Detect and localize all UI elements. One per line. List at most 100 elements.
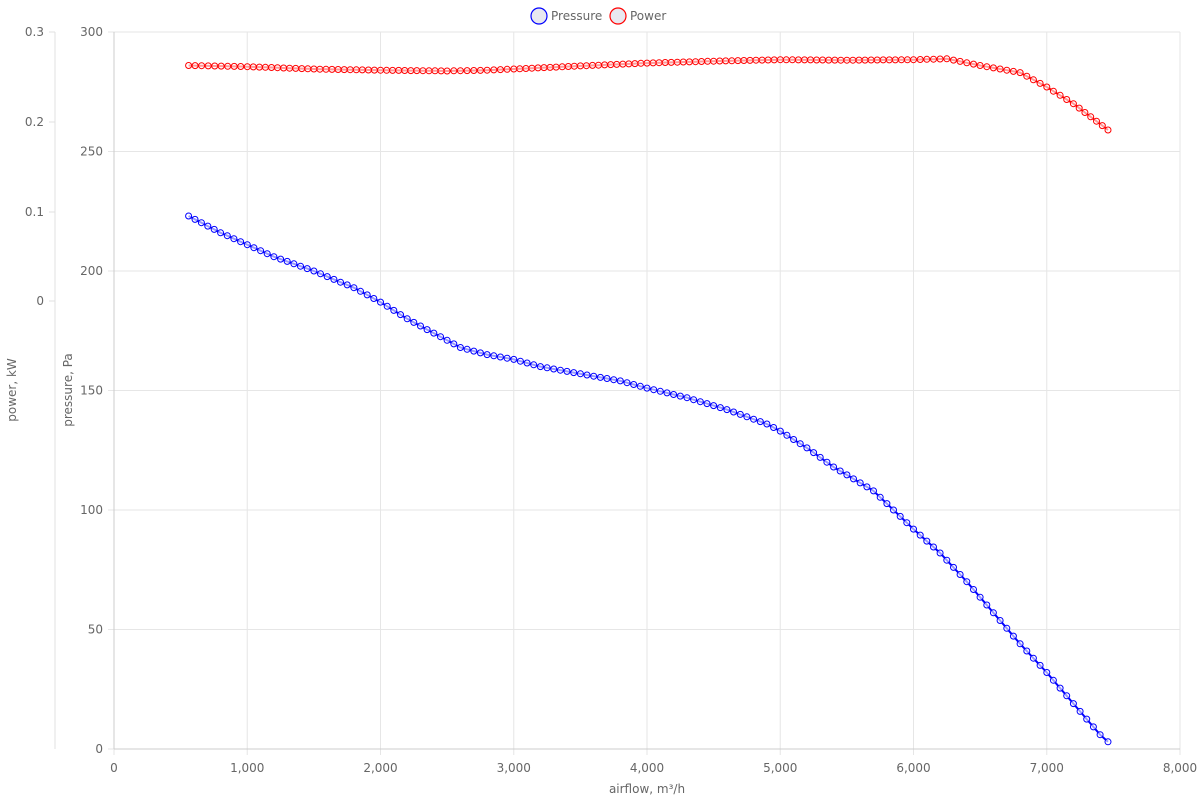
- data-point-power[interactable]: [637, 59, 645, 67]
- data-point-pressure[interactable]: [989, 609, 997, 617]
- data-point-pressure[interactable]: [456, 344, 464, 351]
- data-point-power[interactable]: [490, 66, 498, 74]
- data-point-pressure[interactable]: [603, 375, 611, 382]
- data-point-pressure[interactable]: [1083, 715, 1091, 723]
- data-point-pressure[interactable]: [270, 253, 278, 261]
- data-point-pressure[interactable]: [596, 373, 604, 381]
- data-point-power[interactable]: [667, 58, 675, 66]
- data-point-power[interactable]: [425, 67, 433, 75]
- data-point-pressure[interactable]: [530, 361, 538, 369]
- data-point-pressure[interactable]: [690, 396, 698, 404]
- data-point-power[interactable]: [310, 65, 318, 73]
- data-point-power[interactable]: [698, 58, 705, 65]
- data-point-pressure[interactable]: [1096, 731, 1104, 739]
- data-point-pressure[interactable]: [523, 359, 531, 367]
- data-point-power[interactable]: [564, 63, 572, 70]
- data-point-pressure[interactable]: [250, 244, 258, 252]
- data-point-pressure[interactable]: [283, 257, 291, 265]
- data-point-power[interactable]: [794, 56, 802, 64]
- data-point-pressure[interactable]: [490, 352, 498, 360]
- data-point-pressure[interactable]: [563, 367, 571, 375]
- data-point-pressure[interactable]: [736, 410, 744, 418]
- data-point-power[interactable]: [704, 57, 712, 65]
- data-point-power[interactable]: [1093, 117, 1100, 125]
- data-point-pressure[interactable]: [503, 354, 511, 362]
- data-point-pressure[interactable]: [450, 340, 458, 348]
- data-point-power[interactable]: [819, 56, 827, 64]
- data-point-power[interactable]: [661, 59, 669, 66]
- data-point-pressure[interactable]: [297, 262, 304, 270]
- data-point-pressure[interactable]: [803, 444, 811, 452]
- data-point-pressure[interactable]: [810, 449, 818, 457]
- data-point-power[interactable]: [1036, 79, 1044, 87]
- data-point-pressure[interactable]: [463, 345, 471, 353]
- data-point-pressure[interactable]: [1089, 723, 1097, 731]
- data-point-power[interactable]: [516, 65, 524, 73]
- data-point-pressure[interactable]: [543, 364, 551, 372]
- data-point-pressure[interactable]: [923, 537, 931, 545]
- data-point-power[interactable]: [873, 56, 881, 64]
- data-point-power[interactable]: [1023, 72, 1031, 80]
- data-point-pressure[interactable]: [1069, 700, 1077, 708]
- data-point-pressure[interactable]: [1049, 676, 1057, 684]
- data-point-pressure[interactable]: [536, 363, 544, 371]
- data-point-power[interactable]: [728, 57, 736, 65]
- data-point-pressure[interactable]: [796, 440, 804, 448]
- data-point-power[interactable]: [837, 56, 845, 64]
- data-point-pressure[interactable]: [783, 431, 791, 439]
- data-point-power[interactable]: [1104, 126, 1112, 134]
- data-point-pressure[interactable]: [643, 384, 651, 392]
- data-point-power[interactable]: [589, 61, 596, 69]
- data-point-power[interactable]: [673, 58, 681, 66]
- data-point-power[interactable]: [370, 66, 378, 74]
- data-point-power[interactable]: [204, 62, 212, 70]
- data-point-power[interactable]: [1081, 109, 1089, 116]
- data-point-power[interactable]: [970, 60, 977, 68]
- legend-item-power[interactable]: Power: [609, 7, 666, 25]
- data-point-power[interactable]: [383, 66, 391, 74]
- data-point-pressure[interactable]: [1043, 669, 1051, 676]
- data-point-power[interactable]: [298, 65, 306, 73]
- data-point-power[interactable]: [456, 67, 464, 75]
- data-point-power[interactable]: [211, 62, 219, 70]
- data-point-power[interactable]: [540, 64, 548, 72]
- data-point-pressure[interactable]: [883, 500, 891, 508]
- data-point-power[interactable]: [230, 62, 238, 70]
- data-point-pressure[interactable]: [650, 386, 658, 394]
- data-point-pressure[interactable]: [1003, 624, 1011, 632]
- legend[interactable]: Pressure Power: [530, 7, 666, 25]
- data-point-power[interactable]: [996, 65, 1004, 73]
- data-point-power[interactable]: [752, 56, 760, 64]
- data-point-power[interactable]: [413, 67, 421, 75]
- data-point-power[interactable]: [1098, 122, 1106, 130]
- data-point-power[interactable]: [916, 56, 924, 63]
- data-point-pressure[interactable]: [703, 400, 711, 408]
- data-point-pressure[interactable]: [710, 402, 718, 410]
- data-point-power[interactable]: [237, 63, 245, 70]
- data-point-pressure[interactable]: [350, 284, 358, 292]
- data-point-pressure[interactable]: [663, 389, 671, 397]
- data-point-pressure[interactable]: [610, 376, 618, 384]
- data-point-pressure[interactable]: [417, 322, 424, 330]
- data-point-pressure[interactable]: [430, 329, 438, 337]
- data-point-power[interactable]: [963, 59, 971, 67]
- data-point-power[interactable]: [364, 66, 372, 74]
- data-point-power[interactable]: [1043, 83, 1051, 91]
- data-point-pressure[interactable]: [197, 219, 205, 227]
- data-point-pressure[interactable]: [556, 366, 564, 374]
- data-point-power[interactable]: [358, 66, 366, 74]
- data-point-power[interactable]: [522, 65, 530, 72]
- data-point-pressure[interactable]: [1063, 692, 1071, 700]
- data-point-pressure[interactable]: [836, 467, 844, 475]
- data-point-pressure[interactable]: [410, 318, 418, 326]
- data-point-pressure[interactable]: [337, 278, 344, 286]
- data-point-pressure[interactable]: [237, 238, 245, 246]
- data-point-pressure[interactable]: [770, 424, 778, 431]
- data-point-power[interactable]: [582, 62, 590, 70]
- data-point-pressure[interactable]: [257, 247, 265, 255]
- data-point-power[interactable]: [546, 63, 554, 71]
- data-point-power[interactable]: [692, 58, 699, 66]
- data-point-pressure[interactable]: [423, 326, 431, 334]
- data-point-power[interactable]: [776, 56, 784, 64]
- data-point-power[interactable]: [224, 62, 232, 70]
